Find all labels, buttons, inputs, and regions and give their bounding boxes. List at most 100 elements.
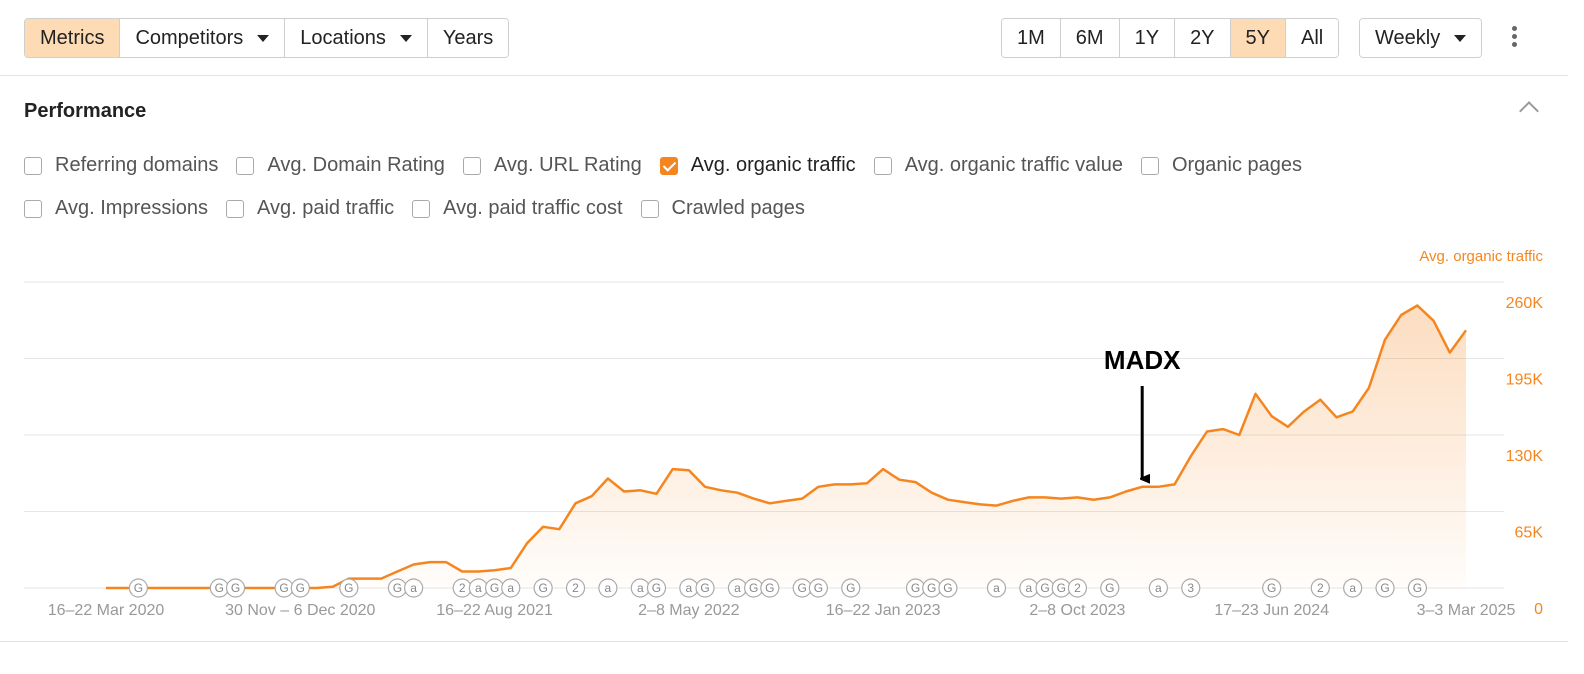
checkbox-box	[659, 156, 678, 175]
checkbox-box	[24, 199, 42, 218]
event-marker-label: a	[1155, 581, 1162, 595]
tab-button[interactable]: Locations	[285, 19, 428, 57]
event-marker-label: G	[1267, 581, 1276, 595]
y-tick-label: 0	[1534, 601, 1543, 618]
event-marker-label: a	[475, 581, 482, 595]
caret	[399, 34, 412, 42]
event-marker	[404, 578, 424, 598]
event-marker-label: G	[538, 581, 547, 595]
checkbox-box	[412, 199, 431, 218]
range-button[interactable]: 5Y	[1230, 19, 1286, 57]
tab-group: Metrics Competitors Locations Years	[24, 18, 510, 58]
y-tick-label: 65K	[1515, 525, 1544, 542]
interval-button[interactable]: Weekly	[1360, 19, 1482, 57]
event-marker-label: 3	[1187, 581, 1194, 595]
checkbox[interactable]: Avg. organic traffic	[659, 154, 856, 177]
tab-button[interactable]: Competitors	[120, 19, 286, 57]
checkbox-label: Avg. Domain Rating	[267, 154, 445, 176]
checkbox-box	[1140, 156, 1159, 175]
checkbox[interactable]: Avg. Impressions	[24, 197, 208, 220]
checkbox-box	[236, 156, 255, 175]
event-marker	[1148, 578, 1168, 598]
event-marker-label: G	[296, 581, 305, 595]
checkbox[interactable]: Avg. organic traffic value	[873, 154, 1123, 177]
checkbox[interactable]: Avg. paid traffic	[226, 197, 394, 220]
area	[106, 305, 1466, 588]
event-marker	[808, 578, 828, 598]
event-marker	[646, 578, 667, 598]
event-marker-label: G	[1105, 581, 1114, 595]
event-marker	[225, 578, 246, 598]
event-marker-label: G	[1040, 581, 1049, 595]
checkbox[interactable]: Crawled pages	[640, 197, 805, 220]
event-marker	[501, 578, 521, 598]
filter-row: Avg. Impressions Avg. paid traffic Avg. pa…	[24, 197, 823, 220]
checkbox[interactable]: Referring domains	[24, 154, 218, 177]
checkbox[interactable]: Organic pages	[1140, 154, 1302, 177]
range-button[interactable]: 2Y	[1175, 19, 1231, 57]
checkbox-label: Avg. paid traffic cost	[443, 197, 623, 219]
interval-label: Weekly	[1375, 26, 1441, 49]
checkbox-label: Avg. URL Rating	[493, 154, 642, 176]
range-button[interactable]: 6M	[1060, 19, 1120, 57]
more-menu[interactable]	[1512, 26, 1520, 50]
checkbox[interactable]: Avg. URL Rating	[462, 154, 642, 177]
range-button[interactable]: All	[1286, 19, 1339, 57]
event-marker-label: G	[765, 581, 774, 595]
event-marker	[1375, 578, 1395, 598]
event-marker-label: a	[605, 581, 612, 595]
tab-label: Metrics	[40, 26, 105, 49]
event-marker-label: G	[927, 581, 936, 595]
tab-button[interactable]: Years	[427, 19, 509, 57]
toolbar: Metrics Competitors Locations Years 1M 6M 1Y 2…	[0, 0, 1568, 76]
x-tick-label: 16–22 Mar 2020	[48, 602, 165, 619]
event-marker-label: G	[814, 581, 823, 595]
checkbox-label: Avg. organic traffic value	[904, 154, 1123, 176]
y-tick-label: 195K	[1506, 372, 1544, 389]
event-marker-label: a	[1026, 581, 1033, 595]
x-tick-label: 30 Nov – 6 Dec 2020	[225, 602, 375, 619]
event-marker-label: 2	[459, 581, 466, 595]
range-button[interactable]: 1M	[1002, 19, 1061, 57]
event-marker-label: G	[700, 581, 709, 595]
checkbox-box	[873, 156, 892, 175]
checkbox[interactable]: Avg. Domain Rating	[236, 154, 445, 177]
event-marker-label: G	[231, 581, 240, 595]
y-tick-label: 130K	[1506, 448, 1544, 465]
event-marker-label: 2	[1317, 581, 1324, 595]
checkbox-box	[226, 199, 245, 218]
event-marker-label: a	[1349, 581, 1356, 595]
checkbox[interactable]: Avg. paid traffic cost	[412, 197, 623, 220]
event-marker-label: G	[749, 581, 758, 595]
event-marker	[1407, 578, 1428, 598]
event-marker-label: G	[215, 581, 224, 595]
event-marker-label: a	[410, 581, 417, 595]
x-tick-label: 2–8 May 2022	[638, 602, 740, 619]
line	[106, 304, 1468, 590]
event-marker-label: 2	[572, 581, 579, 595]
tab-button[interactable]: Metrics	[25, 19, 121, 57]
event-marker-label: G	[846, 581, 855, 595]
event-marker-label: a	[637, 581, 644, 595]
x-tick-label: 16–22 Aug 2021	[436, 602, 553, 619]
event-marker-label: G	[1380, 581, 1389, 595]
checkbox-box	[462, 156, 481, 175]
checkbox-label: Avg. paid traffic	[257, 197, 395, 219]
tab-label: Competitors	[135, 26, 244, 49]
event-marker-label: G	[943, 581, 952, 595]
event-marker	[565, 578, 586, 598]
x-tick-label: 17–23 Jun 2024	[1214, 602, 1329, 619]
range-button[interactable]: 1Y	[1119, 19, 1176, 57]
event-marker	[533, 578, 553, 598]
event-marker-label: G	[134, 581, 143, 595]
event-marker-label: a	[686, 581, 693, 595]
event-marker	[938, 578, 958, 598]
legend-label: Avg. organic traffic	[1419, 248, 1543, 265]
event-marker	[1310, 578, 1330, 598]
tab-label: Years	[442, 26, 494, 49]
event-marker-label: a	[734, 581, 741, 595]
event-marker-label: a	[507, 581, 514, 595]
event-marker-label: G	[393, 581, 402, 595]
